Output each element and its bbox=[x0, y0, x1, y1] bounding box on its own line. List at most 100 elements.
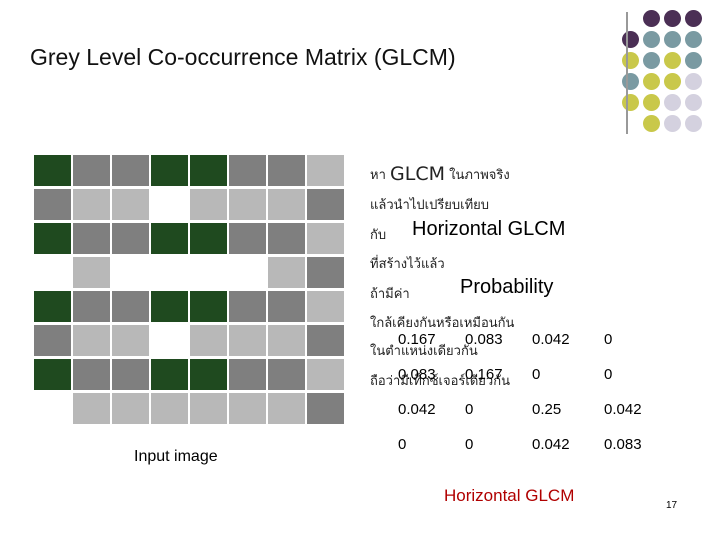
pixel-cell bbox=[190, 155, 227, 186]
pixel-cell bbox=[268, 189, 305, 220]
pixel-cell bbox=[229, 257, 266, 288]
pixel-cell bbox=[190, 359, 227, 390]
decorative-dot bbox=[643, 52, 660, 69]
text-line-3-horizontal-glcm: Horizontal GLCM bbox=[412, 218, 566, 240]
decorative-dot bbox=[643, 31, 660, 48]
decorative-dot bbox=[685, 52, 702, 69]
pixel-cell bbox=[268, 155, 305, 186]
pixel-cell bbox=[73, 223, 110, 254]
pixel-cell bbox=[73, 291, 110, 322]
pixel-cell bbox=[229, 325, 266, 356]
pixel-cell bbox=[73, 257, 110, 288]
pixel-cell bbox=[268, 291, 305, 322]
pixel-cell bbox=[151, 257, 188, 288]
pixel-cell bbox=[268, 393, 305, 424]
pixel-cell bbox=[112, 359, 149, 390]
decorative-dot bbox=[664, 31, 681, 48]
matrix-row: 0 0 0.042 0.083 bbox=[388, 427, 659, 462]
matrix-caption: Horizontal GLCM bbox=[444, 486, 575, 505]
pixel-cell bbox=[34, 393, 71, 424]
pixel-cell bbox=[190, 291, 227, 322]
decorative-dots bbox=[0, 0, 720, 140]
pixel-cell bbox=[268, 325, 305, 356]
pixel-cell bbox=[190, 393, 227, 424]
decorative-dot bbox=[643, 73, 660, 90]
pixel-cell bbox=[34, 223, 71, 254]
matrix-cell: 0 bbox=[604, 331, 613, 348]
decorative-dot bbox=[685, 94, 702, 111]
pixel-cell bbox=[229, 393, 266, 424]
matrix-cell: 0.083 bbox=[465, 331, 503, 348]
pixel-cell bbox=[151, 393, 188, 424]
pixel-cell bbox=[307, 291, 344, 322]
matrix-cell: 0.042 bbox=[398, 401, 436, 418]
pixel-cell bbox=[151, 359, 188, 390]
pixel-cell bbox=[112, 257, 149, 288]
decorative-dot bbox=[685, 31, 702, 48]
decorative-dot bbox=[664, 73, 681, 90]
decorative-dot bbox=[622, 52, 639, 69]
decorative-dot bbox=[643, 94, 660, 111]
text-line-3-thai: กับ bbox=[370, 228, 387, 243]
decorative-dot bbox=[643, 10, 660, 27]
text-line-2: แล้วนำไปเปรียบเทียบ bbox=[370, 198, 490, 213]
pixel-cell bbox=[73, 189, 110, 220]
matrix-row: 0.167 0.083 0.042 0 bbox=[388, 322, 659, 357]
pixel-cell bbox=[307, 223, 344, 254]
matrix-cell: 0.25 bbox=[532, 401, 562, 418]
slide-title: Grey Level Co-occurrence Matrix (GLCM) bbox=[30, 44, 456, 70]
pixel-cell bbox=[190, 223, 227, 254]
decorative-dot bbox=[622, 31, 639, 48]
decorative-dot bbox=[664, 52, 681, 69]
pixel-cell bbox=[112, 223, 149, 254]
pixel-cell bbox=[112, 155, 149, 186]
text-line-1-thai: หา bbox=[370, 168, 386, 183]
pixel-cell bbox=[268, 359, 305, 390]
glcm-matrix: 0.167 0.083 0.042 0 0.083 0.167 0 0 0.042 0 0.25 0.… bbox=[388, 322, 659, 462]
pixel-cell bbox=[307, 359, 344, 390]
matrix-cell: 0.042 bbox=[532, 436, 570, 453]
pixel-cell bbox=[112, 189, 149, 220]
decorative-dot bbox=[685, 10, 702, 27]
input-image-grid bbox=[34, 155, 346, 425]
matrix-cell: 0.042 bbox=[604, 401, 642, 418]
decorative-dot bbox=[622, 73, 639, 90]
text-line-1-glcm: GLCM bbox=[390, 163, 445, 185]
pixel-cell bbox=[229, 359, 266, 390]
text-line-1: หา GLCM ในภาพจริง bbox=[370, 162, 510, 185]
pixel-cell bbox=[34, 257, 71, 288]
pixel-cell bbox=[34, 325, 71, 356]
pixel-cell bbox=[190, 257, 227, 288]
matrix-cell: 0.083 bbox=[604, 436, 642, 453]
decorative-dot bbox=[622, 94, 639, 111]
pixel-cell bbox=[73, 359, 110, 390]
input-image-caption: Input image bbox=[134, 448, 218, 465]
pixel-cell bbox=[112, 393, 149, 424]
text-line-7: ในตำแหน่งเดียวกัน bbox=[370, 344, 478, 359]
pixel-cell bbox=[73, 325, 110, 356]
text-line-6: ใกล้เคียงกันหรือเหมือนกัน bbox=[370, 316, 515, 331]
pixel-cell bbox=[151, 189, 188, 220]
pixel-cell bbox=[268, 257, 305, 288]
matrix-row: 0.083 0.167 0 0 bbox=[388, 357, 659, 392]
matrix-cell: 0.167 bbox=[398, 331, 436, 348]
decorative-divider bbox=[626, 12, 628, 134]
matrix-cell: 0 bbox=[532, 366, 541, 383]
page-number: 17 bbox=[666, 500, 678, 511]
text-line-8: ถือว่ามีเท็กซ์เจอร์เดียวกัน bbox=[370, 374, 510, 389]
decorative-dot bbox=[664, 10, 681, 27]
matrix-cell: 0 bbox=[465, 401, 474, 418]
pixel-cell bbox=[34, 359, 71, 390]
pixel-cell bbox=[151, 155, 188, 186]
pixel-cell bbox=[229, 155, 266, 186]
matrix-cell: 0.083 bbox=[398, 366, 436, 383]
pixel-cell bbox=[73, 393, 110, 424]
pixel-cell bbox=[151, 291, 188, 322]
decorative-dot bbox=[685, 73, 702, 90]
text-line-4: ที่สร้างไว้แล้ว bbox=[370, 257, 445, 272]
pixel-cell bbox=[34, 155, 71, 186]
matrix-cell: 0.167 bbox=[465, 366, 503, 383]
pixel-cell bbox=[268, 223, 305, 254]
pixel-cell bbox=[190, 189, 227, 220]
text-line-1-thai-b: ในภาพจริง bbox=[449, 168, 510, 183]
